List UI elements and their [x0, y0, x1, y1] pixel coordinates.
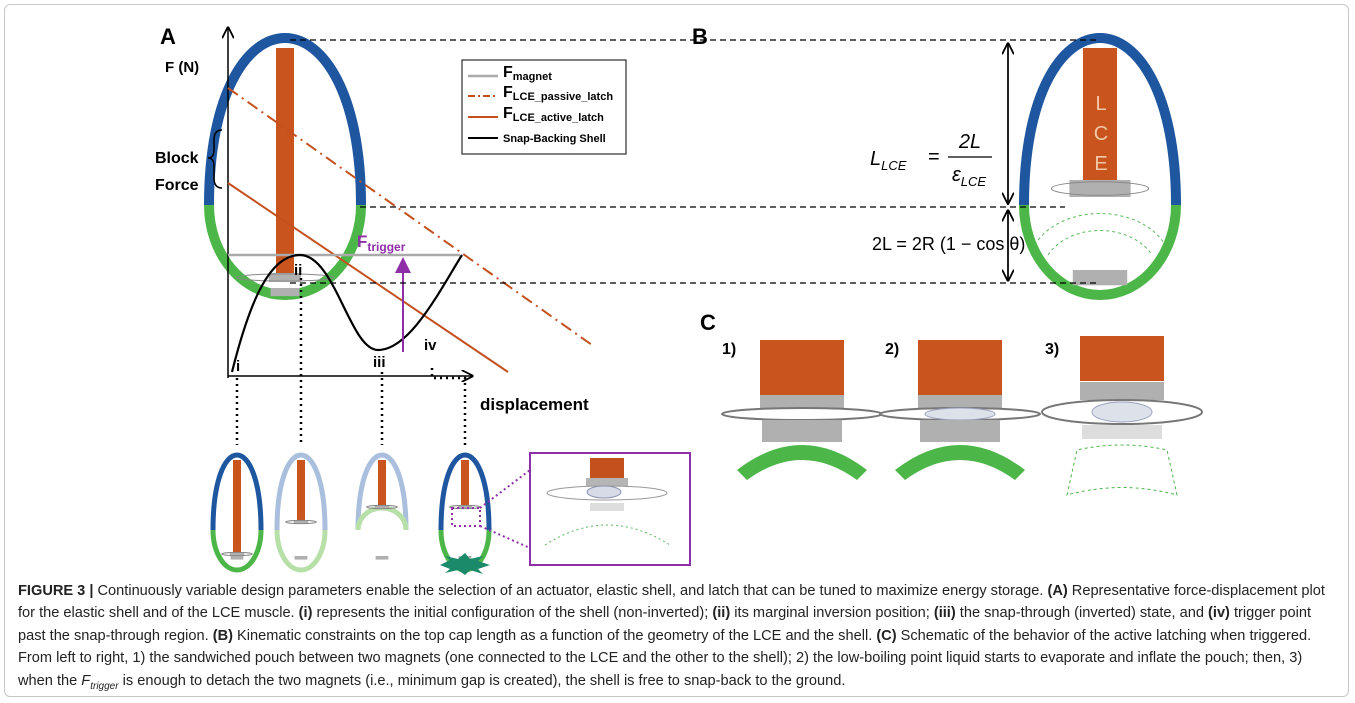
f-trigger-sub: trigger	[367, 240, 405, 254]
caption-run: (i)	[299, 605, 313, 621]
equation-numerator: 2L	[958, 131, 981, 153]
figure: A F (N) Block Force Ftrigger i ii iii iv…	[0, 0, 1355, 575]
caption-run: (ii)	[712, 605, 730, 621]
caption-run: the snap-through (inverted) state, and	[956, 605, 1208, 621]
block-force-label: Force	[155, 177, 199, 194]
caption-run: represents the initial configuration of …	[312, 605, 712, 621]
magnet	[920, 420, 1000, 442]
shell-curve	[232, 255, 462, 372]
shell	[441, 455, 489, 570]
legend-base: F	[503, 64, 513, 81]
shell	[277, 455, 325, 570]
legend-sub: LCE_passive_latch	[513, 91, 614, 103]
liquid	[1092, 402, 1152, 422]
magnet	[1082, 425, 1162, 439]
lce-letter: C	[1094, 123, 1108, 145]
shell-bottom	[737, 445, 867, 480]
point-label: iv	[424, 337, 437, 354]
caption-run: trigger	[90, 681, 118, 692]
panel-label: B	[692, 24, 708, 49]
eq-base: L	[870, 148, 881, 170]
legend-sub: LCE_active_latch	[513, 112, 604, 124]
equation-equals: =	[928, 146, 940, 168]
lce-rod	[760, 340, 844, 395]
magnet	[762, 420, 842, 442]
eq-sub: LCE	[881, 158, 907, 173]
caption: FIGURE 3 | Continuously variable design …	[18, 580, 1340, 698]
lce-rod	[918, 340, 1002, 395]
magnet	[1080, 382, 1164, 400]
caption-run: Continuously variable design parameters …	[98, 583, 1048, 599]
magnet	[590, 503, 624, 511]
caption-run: F	[81, 673, 90, 689]
shell	[213, 455, 261, 570]
lce-letter: E	[1094, 153, 1107, 175]
x-axis-label: displacement	[480, 395, 589, 414]
page: A F (N) Block Force Ftrigger i ii iii iv…	[0, 0, 1355, 703]
step-label: 3)	[1045, 341, 1059, 358]
shell-bottom	[358, 508, 406, 530]
latch-sketch	[880, 340, 1040, 480]
shell-outline	[1067, 445, 1177, 495]
point-label: iii	[373, 354, 386, 371]
panel-label: A	[160, 24, 176, 49]
legend-base: F	[503, 84, 513, 101]
zoom-source	[452, 508, 480, 526]
liquid	[925, 408, 995, 420]
caption-run: FIGURE 3 |	[18, 583, 98, 599]
length-equation-lhs: LLCE	[870, 148, 907, 173]
point-label: ii	[294, 262, 302, 279]
latch-sketch	[1042, 336, 1202, 495]
lce-rod	[276, 48, 294, 273]
shell-outline	[1035, 214, 1165, 245]
f-trigger-base: F	[357, 232, 367, 251]
y-axis-label: F (N)	[165, 59, 199, 76]
caption-run: (iv)	[1208, 605, 1230, 621]
block-force-label: Block	[155, 150, 199, 167]
caption-run: is enough to detach the two magnets (i.e…	[119, 673, 846, 689]
lce-rod	[378, 460, 386, 505]
shell-bottom	[277, 530, 325, 570]
point-label: i	[236, 358, 240, 375]
caption-run: its marginal inversion position;	[730, 605, 934, 621]
latch-sketch	[722, 340, 882, 480]
panel-label: C	[700, 310, 716, 335]
legend-entry: Snap-Backing Shell	[503, 133, 606, 145]
shell-outline	[1048, 230, 1152, 255]
caption-run: (A)	[1047, 583, 1067, 599]
equation-denominator: εLCE	[952, 164, 986, 189]
lce-rod	[461, 460, 469, 505]
caption-run: (C)	[876, 628, 896, 644]
lce-rod	[233, 460, 241, 552]
magnet	[295, 556, 308, 560]
shell-bottom	[895, 445, 1025, 480]
f-trigger-label: Ftrigger	[357, 232, 406, 254]
step-label: 1)	[722, 341, 736, 358]
step-label: 2)	[885, 341, 899, 358]
lce-letter: L	[1095, 93, 1106, 115]
liquid	[587, 486, 621, 498]
magnet	[271, 288, 300, 296]
shell	[358, 455, 406, 560]
eq-sub: LCE	[961, 174, 987, 189]
magnet	[231, 556, 244, 560]
lce-rod	[590, 458, 624, 478]
caption-run: Kinematic constraints on the top cap len…	[233, 628, 876, 644]
magnet	[376, 556, 389, 560]
legend-base: F	[503, 105, 513, 122]
cap-equation: 2L = 2R (1 − cos θ)	[872, 234, 1025, 254]
caption-run: (B)	[213, 628, 233, 644]
lce-rod	[1080, 336, 1164, 381]
lce-rod	[297, 460, 305, 520]
legend-sub: magnet	[513, 71, 552, 83]
caption-run: (iii)	[934, 605, 956, 621]
guide-lines	[237, 278, 465, 445]
pouch	[722, 408, 882, 420]
